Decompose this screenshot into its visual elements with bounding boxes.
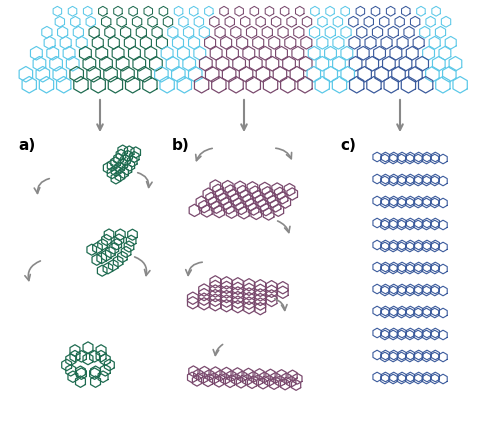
Text: b): b) — [172, 138, 190, 153]
Text: c): c) — [340, 138, 356, 153]
Text: a): a) — [18, 138, 35, 153]
